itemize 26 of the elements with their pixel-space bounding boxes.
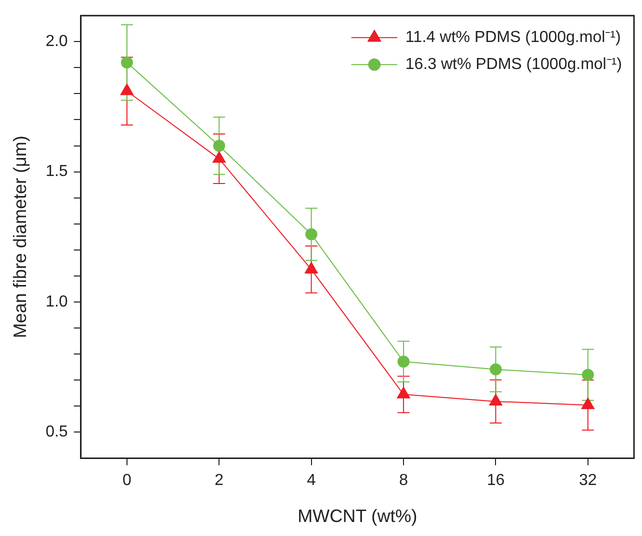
point — [305, 228, 318, 240]
x-tick-label: 2 — [214, 472, 224, 490]
y-tick-label: 2.0 — [46, 33, 68, 50]
point — [488, 393, 503, 406]
point — [396, 386, 410, 398]
y-tick-label: 0.5 — [46, 424, 68, 441]
point — [120, 83, 134, 96]
x-tick-label: 32 — [579, 472, 597, 490]
point — [490, 363, 502, 376]
x-tick-label: 4 — [306, 472, 316, 490]
point — [304, 261, 318, 274]
point — [582, 368, 594, 381]
point — [580, 397, 595, 410]
point — [213, 140, 226, 152]
x-axis-title: MWCNT (wt%) — [298, 506, 418, 526]
legend-label: 11.4 wt% PDMS (1000g.mol⁻¹) — [405, 29, 621, 46]
point — [212, 150, 226, 163]
point — [398, 356, 410, 368]
legend-label: 16.3 wt% PDMS (1000g.mol⁻¹) — [405, 56, 622, 74]
x-tick-label: 0 — [122, 472, 132, 490]
x-tick-label: 16 — [486, 472, 505, 490]
y-tick-label: 1.0 — [46, 293, 68, 310]
x-tick-label: 8 — [399, 472, 408, 490]
y-tick-label: 1.5 — [46, 163, 68, 180]
y-axis-title: Mean fibre diameter (μm) — [10, 136, 30, 338]
point — [120, 56, 133, 68]
